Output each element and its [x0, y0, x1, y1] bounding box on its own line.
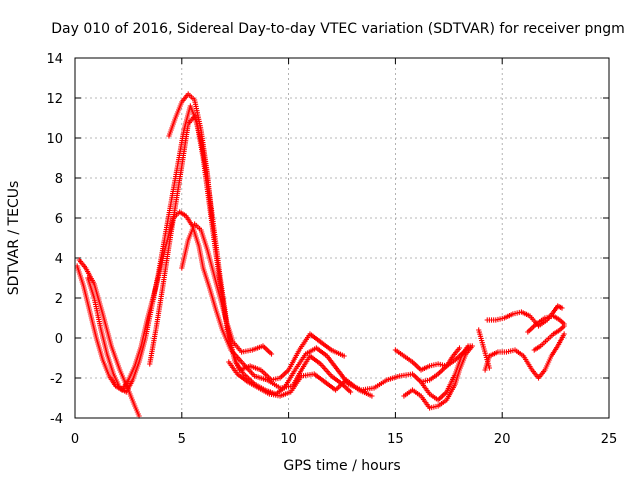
data-point [369, 393, 375, 399]
y-tick-label: -2 [50, 372, 63, 387]
data-point [559, 305, 565, 311]
x-tick-label: 15 [387, 432, 404, 447]
series-arc-7 [226, 359, 375, 399]
data-point [561, 331, 567, 337]
series-arc-5 [166, 91, 215, 221]
plot-frame [74, 57, 610, 419]
data-point [456, 345, 463, 351]
y-tick-label: 12 [46, 92, 63, 107]
y-tick-label: 4 [55, 252, 63, 267]
y-tick-labels: -4 -2 0 2 4 6 8 10 12 14 [46, 52, 63, 427]
series-arc-11 [482, 331, 567, 381]
data-point [486, 365, 492, 371]
x-axis-label: GPS time / hours [283, 458, 400, 474]
data-point [469, 343, 475, 349]
x-tick-labels: 0 5 10 15 20 25 [71, 432, 617, 447]
y-tick-label: 10 [46, 132, 63, 147]
series-arc-1 [76, 257, 142, 419]
data-point [561, 323, 567, 329]
series-arc-6 [179, 221, 275, 357]
y-tick-label: 8 [55, 172, 63, 187]
series-arc-10 [418, 345, 463, 385]
x-tick-label: 5 [178, 432, 186, 447]
x-tick-label: 0 [71, 432, 79, 447]
x-tick-label: 25 [601, 432, 618, 447]
x-tick-label: 20 [494, 432, 511, 447]
series-arc-15 [476, 327, 492, 371]
series-arc-9 [401, 343, 475, 411]
data-point [209, 215, 215, 221]
y-tick-label: -4 [50, 412, 63, 427]
series-arc-14 [531, 323, 567, 353]
data-markers [74, 91, 567, 419]
data-point [347, 389, 354, 395]
series-arc-4 [147, 113, 347, 383]
y-tick-label: 14 [46, 52, 63, 67]
x-tick-label: 10 [280, 432, 297, 447]
y-tick-label: 6 [55, 212, 63, 227]
data-point [268, 351, 275, 357]
y-tick-label: 2 [55, 292, 63, 307]
chart-title: Day 010 of 2016, Sidereal Day-to-day VTE… [51, 21, 625, 37]
y-tick-label: 0 [55, 332, 63, 347]
y-axis-label: SDTVAR / TECUs [6, 181, 22, 296]
data-point [341, 353, 347, 359]
series-arc-3 [85, 103, 471, 403]
